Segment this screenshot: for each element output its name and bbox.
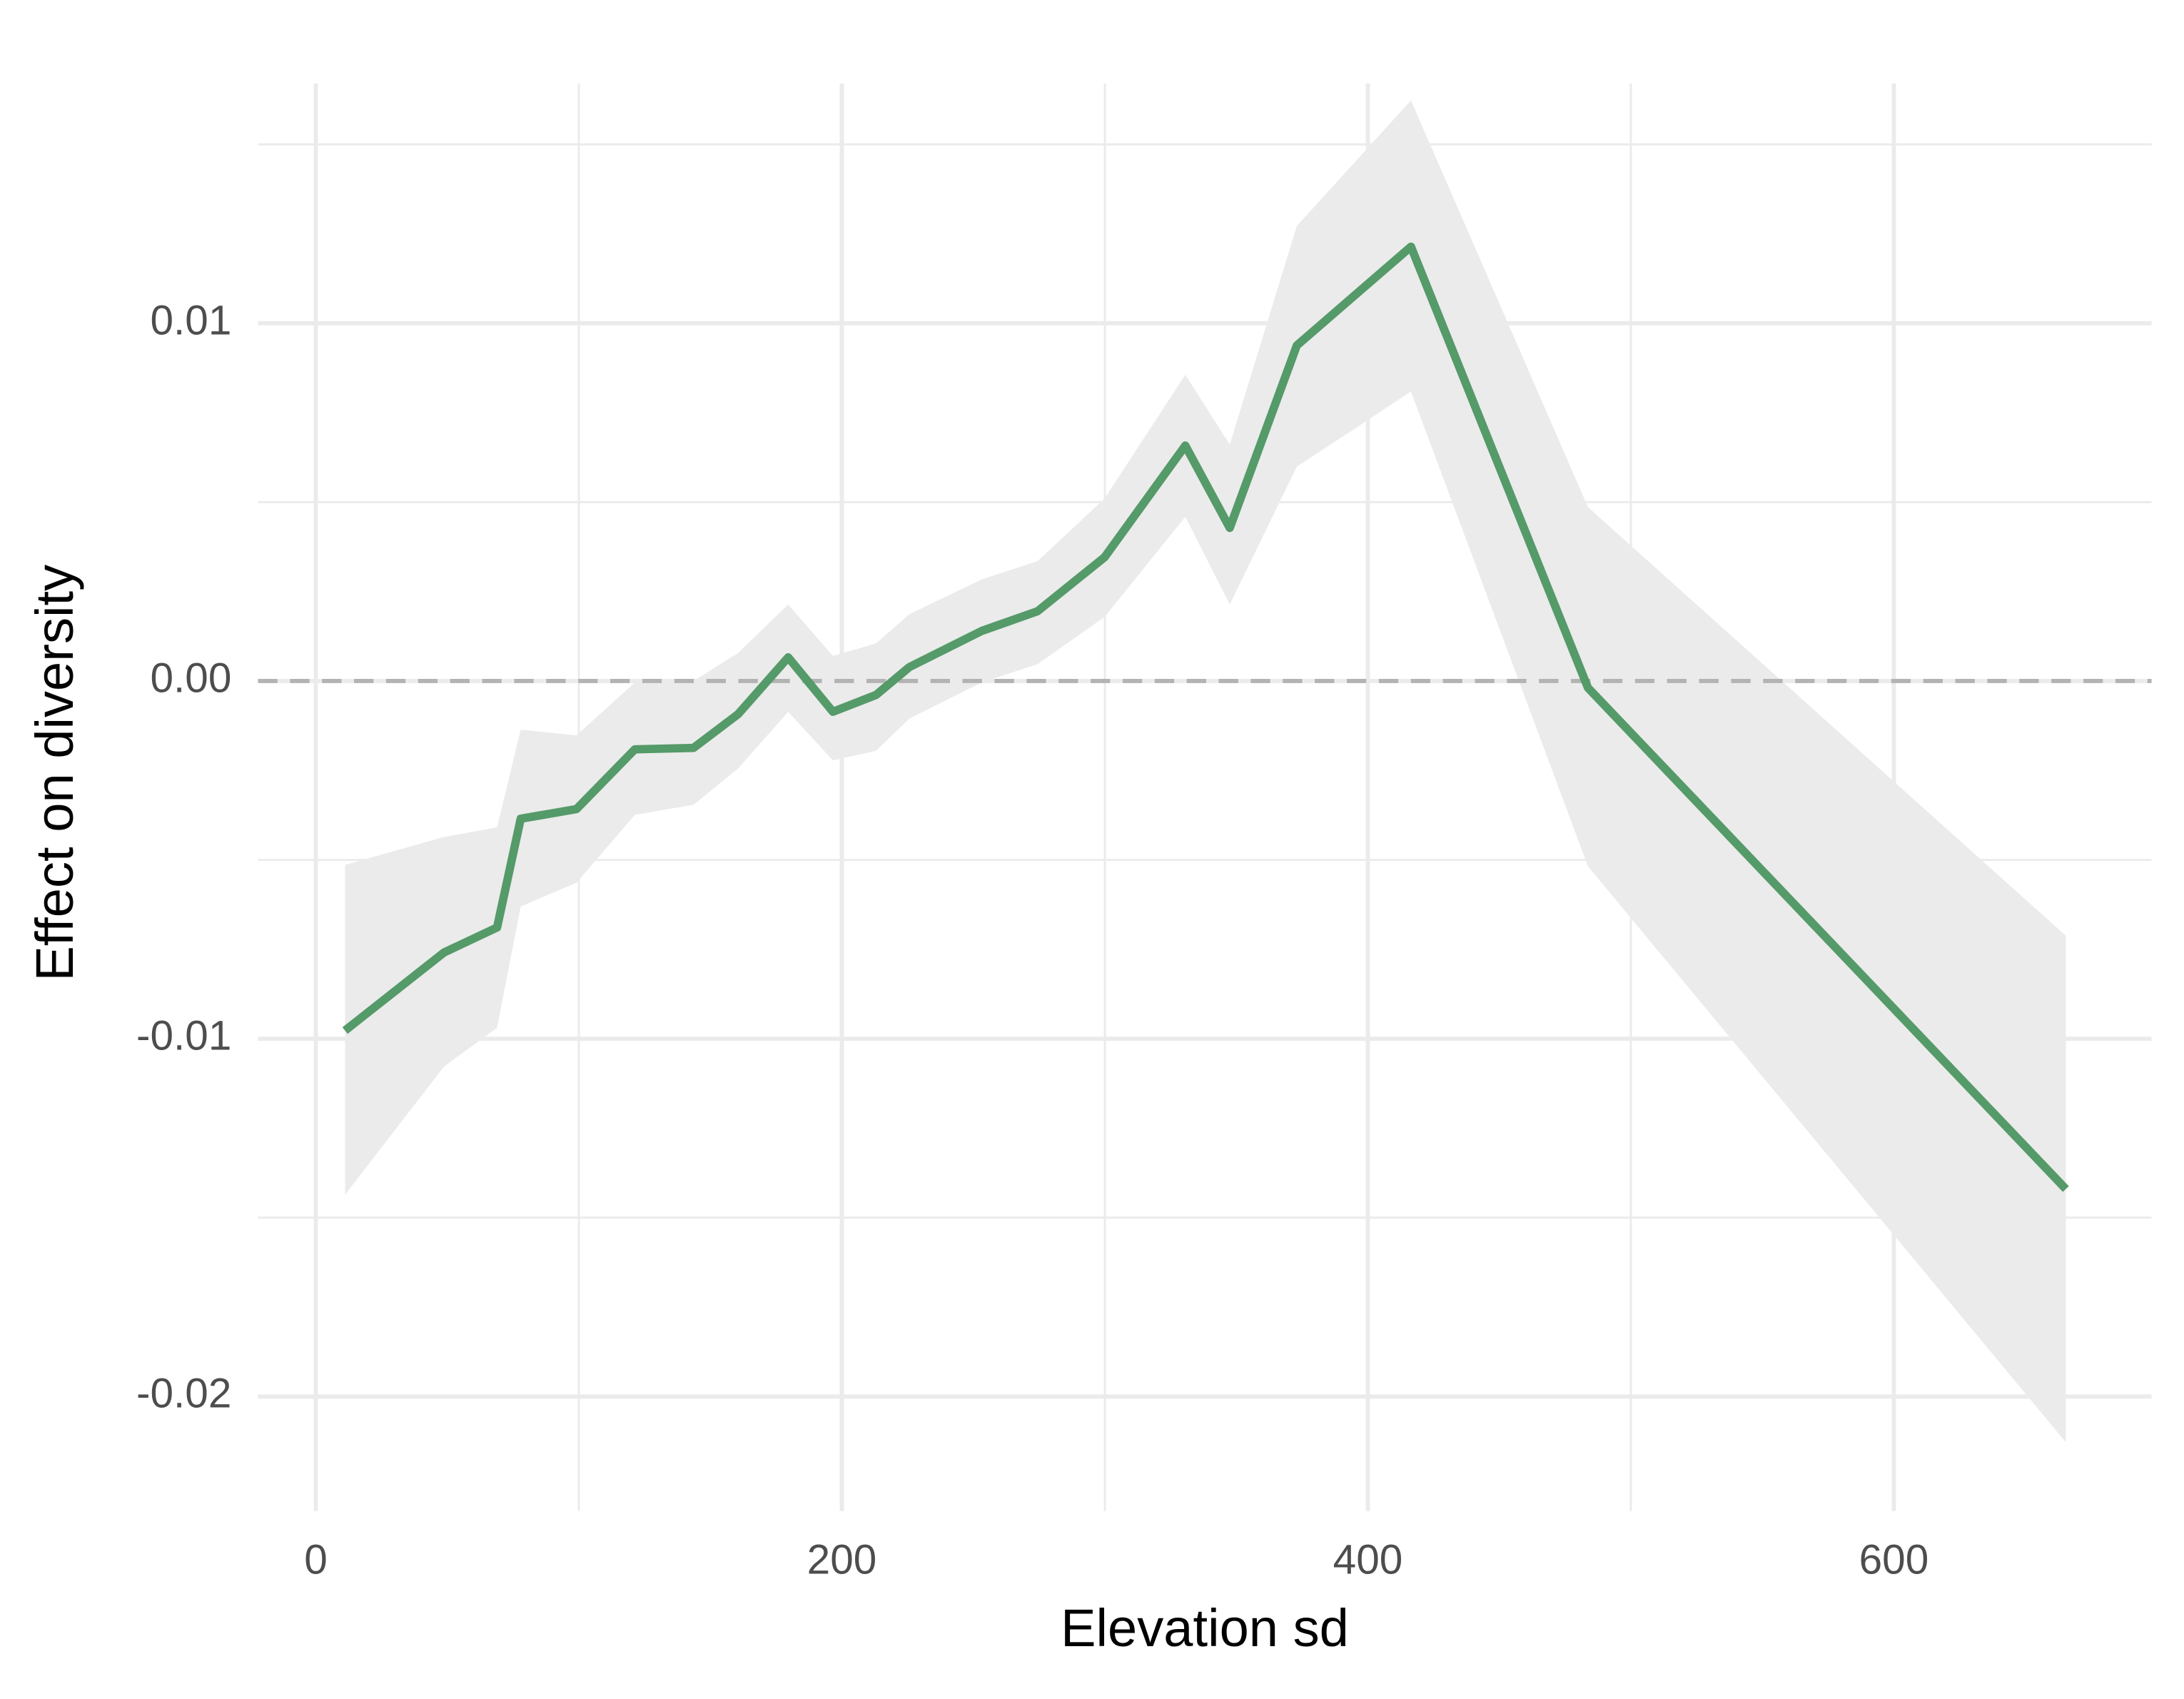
y-tick-label: 0.00: [151, 655, 232, 701]
line: [342, 242, 2069, 1192]
y-tick-label: -0.02: [136, 1371, 231, 1417]
y-tick-label: 0.01: [151, 297, 232, 343]
x-axis-title: Elevation sd: [1061, 1598, 1349, 1658]
confidence-ribbon: [345, 100, 2066, 1443]
y-tick-label: -0.01: [136, 1013, 231, 1059]
x-tick-label: 600: [1859, 1536, 1929, 1583]
x-tick-label: 400: [1333, 1536, 1403, 1583]
y-axis-title: Effect on diversity: [25, 565, 84, 982]
x-tick-label: 0: [304, 1536, 328, 1583]
x-tick-label: 200: [807, 1536, 877, 1583]
